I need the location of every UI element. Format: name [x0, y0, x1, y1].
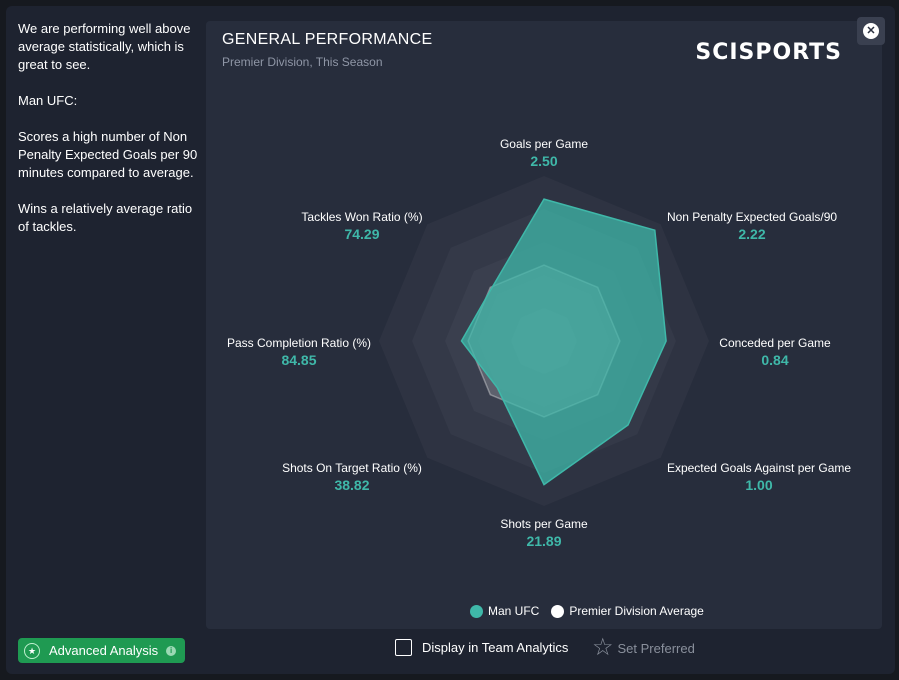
checkbox[interactable]: [395, 639, 412, 656]
axis-name: Shots per Game: [500, 517, 588, 531]
summary-paragraph: Scores a high number of Non Penalty Expe…: [18, 129, 198, 180]
axis-label: Expected Goals Against per Game 1.00: [667, 461, 851, 494]
axis-label: Non Penalty Expected Goals/90 2.22: [667, 210, 837, 243]
axis-label: Goals per Game 2.50: [500, 137, 588, 170]
close-button[interactable]: ✕: [857, 17, 885, 45]
panel-title: GENERAL PERFORMANCE: [222, 31, 433, 48]
axis-value: 0.84: [761, 352, 789, 368]
axis-name: Shots On Target Ratio (%): [282, 461, 422, 475]
summary-paragraph: Wins a relatively average ratio of tackl…: [18, 201, 193, 234]
axis-value: 2.50: [530, 153, 558, 169]
axis-value: 38.82: [334, 477, 370, 493]
chart-legend: Man UFC Premier Division Average: [470, 604, 716, 618]
axis-name: Expected Goals Against per Game: [666, 461, 852, 475]
legend-swatch-team: [470, 604, 483, 618]
legend-item-average: Premier Division Average: [551, 604, 704, 618]
axis-name: Tackles Won Ratio (%): [301, 210, 423, 224]
display-in-team-analytics-toggle[interactable]: Display in Team Analytics: [395, 639, 568, 656]
axis-value: 74.29: [344, 226, 380, 242]
axis-value: 21.89: [526, 533, 562, 549]
info-icon[interactable]: i: [166, 645, 177, 656]
advanced-analysis-label: Advanced Analysis: [49, 643, 159, 658]
summary-paragraph: We are performing well above average sta…: [18, 21, 191, 72]
axis-label: Shots On Target Ratio (%) 38.82: [282, 461, 422, 494]
axis-label: Tackles Won Ratio (%) 74.29: [301, 210, 422, 243]
close-icon: ✕: [863, 23, 879, 39]
axis-name: Goals per Game: [499, 137, 589, 151]
star-outline-icon: ☆: [592, 634, 614, 661]
axis-value: 84.85: [281, 352, 317, 368]
advanced-analysis-button[interactable]: ★ Advanced Analysis i: [18, 638, 185, 663]
set-preferred-button[interactable]: ☆ Set Preferred: [592, 636, 695, 660]
series-team-area: [460, 198, 667, 486]
panel-subtitle: Premier Division, This Season: [222, 55, 383, 69]
star-icon: ★: [24, 642, 40, 659]
set-preferred-label: Set Preferred: [617, 640, 695, 656]
legend-swatch-average: [551, 604, 565, 618]
summary-paragraph: Man UFC:: [18, 93, 78, 108]
axis-name: Pass Completion Ratio (%): [226, 336, 372, 350]
axis-label: Shots per Game 21.89: [500, 517, 587, 550]
summary-text: We are performing well above average sta…: [18, 20, 203, 254]
display-label: Display in Team Analytics: [422, 640, 569, 655]
axis-value: 2.22: [738, 226, 766, 242]
axis-name: Non Penalty Expected Goals/90: [666, 210, 838, 224]
legend-label-average: Premier Division Average: [569, 604, 704, 618]
axis-label: Pass Completion Ratio (%) 84.85: [227, 336, 371, 369]
axis-value: 1.00: [745, 477, 773, 493]
axis-name: Conceded per Game: [719, 336, 831, 350]
scisports-logo: SCISPORTS: [695, 40, 842, 65]
legend-label-team: Man UFC: [488, 604, 540, 618]
axis-label: Conceded per Game 0.84: [719, 336, 830, 369]
legend-item-team: Man UFC: [470, 604, 539, 618]
